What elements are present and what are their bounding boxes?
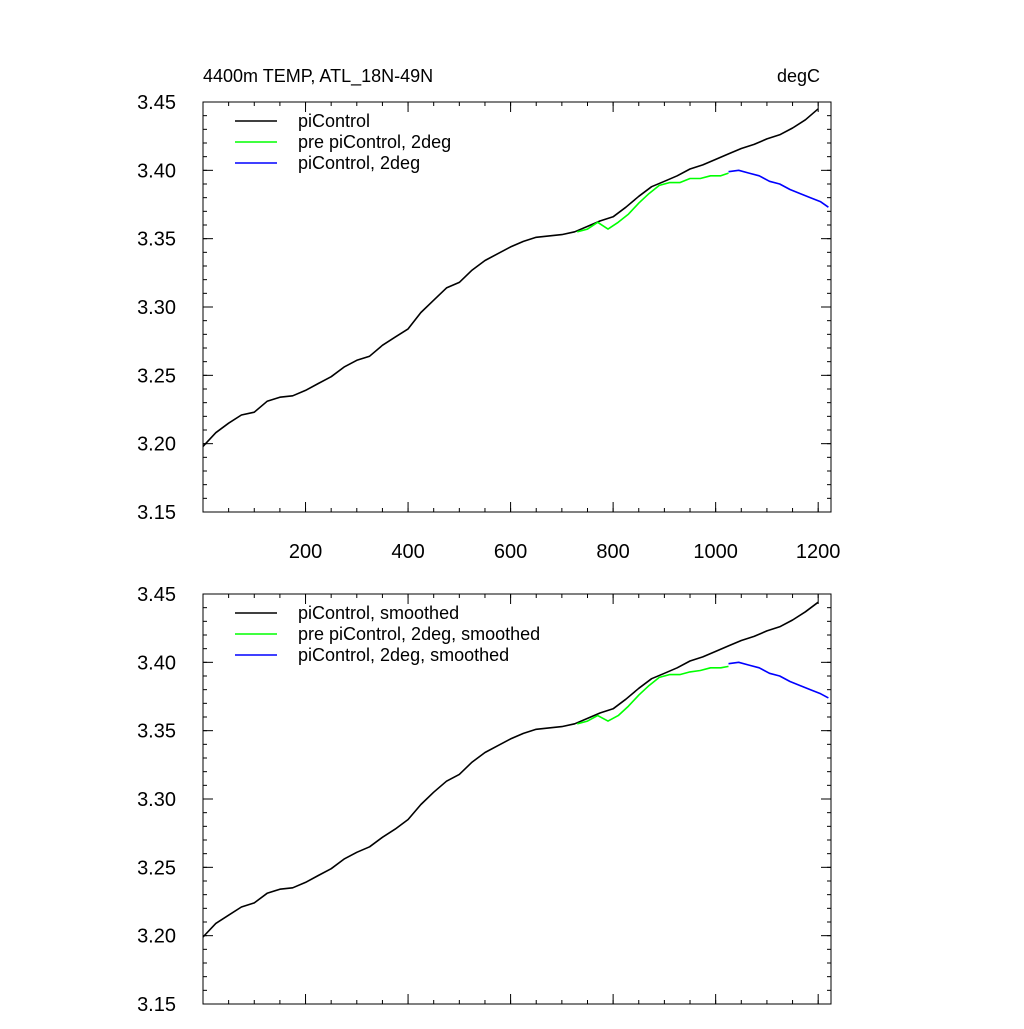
legend-label: piControl, 2deg, smoothed — [298, 645, 509, 665]
y-tick-label: 3.40 — [137, 160, 176, 182]
legend-label: pre piControl, 2deg, smoothed — [298, 624, 540, 644]
plot-panel-2: 3.15 3.20 3.25 3.30 3.35 3.40 3.45 piControl, s… — [137, 584, 832, 1016]
plot-panel-1: 3.15 3.20 3.25 3.30 3.35 3.40 3.45 200 400 600 800… — [137, 92, 840, 563]
chart-title: 4400m TEMP, ATL_18N-49N — [203, 66, 433, 87]
y-tick-label: 3.45 — [137, 584, 176, 606]
y-tick-label: 3.20 — [137, 926, 176, 948]
series-line-2 — [576, 665, 729, 725]
y-tick-label: 3.40 — [137, 652, 176, 674]
x-tick-label: 400 — [391, 541, 424, 563]
y-tick-label: 3.30 — [137, 297, 176, 319]
series-line-1 — [202, 601, 819, 938]
y-tick-label: 3.30 — [137, 789, 176, 811]
y-tick-label: 3.15 — [137, 994, 176, 1016]
y-tick-label: 3.35 — [137, 721, 176, 743]
x-tick-label: 200 — [289, 541, 322, 563]
series-line-2 — [576, 172, 729, 233]
y-tick-label: 3.25 — [137, 365, 176, 387]
y-tick-label: 3.15 — [137, 502, 176, 524]
y-tick-label: 3.20 — [137, 434, 176, 456]
legend-label: piControl — [298, 111, 370, 131]
legend-label: piControl, 2deg — [298, 153, 420, 173]
x-tick-label: 600 — [494, 541, 527, 563]
x-tick-label: 1200 — [796, 541, 841, 563]
y-tick-label: 3.45 — [137, 92, 176, 114]
legend-label: piControl, smoothed — [298, 603, 459, 623]
x-tick-label: 800 — [596, 541, 629, 563]
legend-label: pre piControl, 2deg — [298, 132, 451, 152]
chart-units-label: degC — [777, 66, 820, 86]
x-tick-label: 1000 — [693, 541, 738, 563]
series-line-3 — [728, 661, 829, 699]
series-line-3 — [728, 169, 829, 208]
y-tick-label: 3.25 — [137, 857, 176, 879]
y-tick-label: 3.35 — [137, 229, 176, 251]
series-line-1 — [202, 108, 819, 447]
